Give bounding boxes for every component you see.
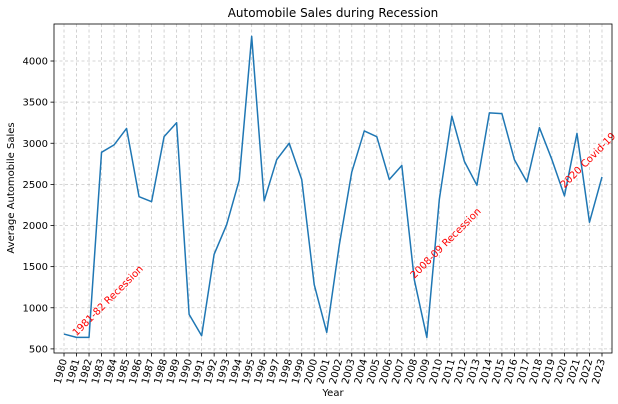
y-tick-label: 1000 (23, 303, 48, 314)
x-axis: 1980198119821983198419851986198719881989… (53, 353, 608, 385)
y-axis-label: Average Automobile Sales (6, 122, 17, 253)
y-tick-label: 1500 (23, 262, 48, 273)
grid-lines (54, 24, 612, 353)
plot-frame (53, 23, 613, 354)
plot-series (63, 35, 603, 339)
y-tick-label: 3000 (23, 139, 48, 150)
y-tick-label: 2000 (23, 221, 48, 232)
y-tick-label: 2500 (23, 180, 48, 191)
x-axis-label: Year (321, 388, 344, 399)
y-tick-label: 500 (29, 344, 48, 355)
y-axis: 500 1000 1500 2000 2500 3000 3500 4000 (23, 57, 54, 355)
y-tick-label: 4000 (23, 57, 48, 68)
series-line (63, 35, 603, 339)
chart-title: Automobile Sales during Recession (228, 6, 439, 20)
y-tick-label: 3500 (23, 98, 48, 109)
